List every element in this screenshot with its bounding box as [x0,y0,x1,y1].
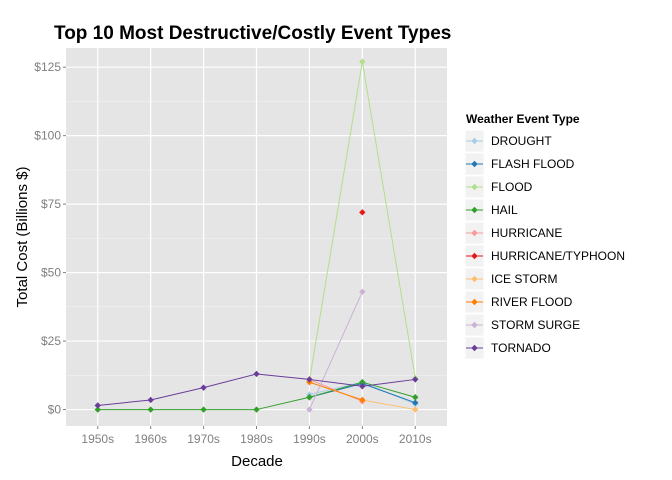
legend-label: HAIL [491,203,518,217]
legend-key-point [471,206,478,214]
data-point [147,406,154,413]
legend-label: ICE STORM [491,272,557,286]
legend-key-point [471,160,478,168]
series-line-segment [150,387,204,401]
data-point [359,378,366,386]
data-point [359,209,366,216]
legend-label: HURRICANE [491,226,562,240]
series-lines [97,61,416,411]
legend-label: FLASH FLOOD [491,157,575,171]
series-line-segment [256,396,310,411]
data-point [412,394,419,401]
y-tick-label: $50 [41,266,61,280]
major-gridlines [66,48,447,426]
x-tick-label: 1960s [134,432,167,446]
legend: Weather Event Type DROUGHT FLASH FLOOD FLO… [464,112,625,360]
series-line-segment [203,373,257,389]
legend-key-point [471,137,478,145]
chart-title: Top 10 Most Destructive/Costly Event Typ… [54,23,451,44]
y-tick-label: $75 [41,197,61,211]
legend-key-point [471,344,478,352]
series-line-segment [361,61,416,379]
series-line-segment [309,378,363,402]
x-tick-label: 1970s [187,432,220,446]
series-line-segment [308,61,363,381]
data-point [359,58,366,65]
x-axis-ticks: 1950s 1960s 1970s 1980s 1990s 2000s 2010s [81,426,432,446]
y-axis-label: Total Cost (Billions $) [14,167,31,308]
data-point [359,383,366,390]
legend-title: Weather Event Type [466,112,580,126]
series-line-segment [97,399,151,406]
series-line-segment [362,378,416,387]
data-point [94,406,101,413]
data-point [147,396,154,404]
data-point [306,406,313,413]
legend-key-point [471,252,478,260]
y-tick-label: $0 [48,403,62,417]
x-tick-label: 1990s [293,432,326,446]
series-line-segment [256,373,310,380]
legend-key-point [471,321,478,329]
legend-label: TORNADO [491,341,551,355]
legend-label: DROUGHT [491,134,552,148]
legend-key-point [471,229,478,237]
x-tick-label: 2010s [399,432,432,446]
data-point [359,396,366,404]
data-point [412,376,419,383]
y-tick-label: $125 [34,60,61,74]
data-point [412,406,419,413]
data-point [200,384,207,391]
y-tick-label: $100 [34,129,61,143]
y-axis-ticks: $0 $25 $50 $75 $100 $125 [34,60,66,417]
series-line-segment [309,381,363,401]
legend-label: RIVER FLOOD [491,295,573,309]
y-tick-label: $25 [41,334,61,348]
series-line-segment [362,399,416,411]
series-line-segment [362,383,416,404]
legend-label: FLOOD [491,180,533,194]
x-tick-label: 1980s [240,432,273,446]
legend-label: STORM SURGE [491,318,580,332]
data-point [359,288,366,295]
series-points [94,58,419,413]
data-point [94,402,101,409]
data-point [253,406,260,413]
legend-label: HURRICANE/TYPHOON [491,249,625,263]
series-line-segment [309,378,363,387]
legend-key-point [471,275,478,283]
legend-key-point [471,183,478,191]
x-axis-label: Decade [231,453,283,470]
data-point [253,370,260,378]
x-tick-label: 2000s [346,432,379,446]
data-point [412,399,419,406]
data-point [306,376,313,383]
data-point [200,406,207,413]
series-line-segment [308,291,363,410]
data-point [306,394,313,401]
legend-key-point [471,298,478,306]
x-tick-label: 1950s [81,432,114,446]
